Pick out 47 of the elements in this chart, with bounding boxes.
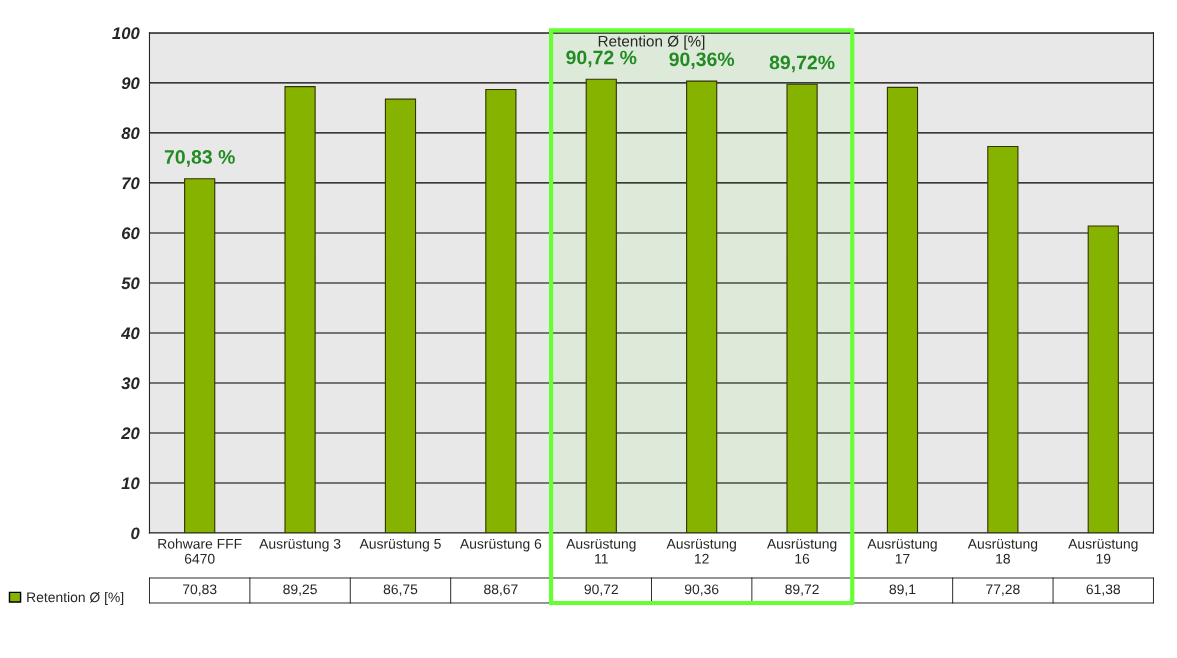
x-tick-label: Ausrüstung 11 <box>566 539 636 564</box>
y-tick-label: 20 <box>120 427 140 440</box>
x-tick-label: Ausrüstung 17 <box>867 539 937 564</box>
x-tick-label: Ausrüstung 6 <box>459 538 542 552</box>
x-tick-label: Ausrüstung 12 <box>666 539 736 564</box>
y-tick-label: 40 <box>120 327 140 340</box>
bar <box>786 83 818 533</box>
y-tick-label: 50 <box>121 277 140 290</box>
y-tick-label: 100 <box>112 27 140 40</box>
bar <box>284 86 316 533</box>
bar <box>585 78 617 533</box>
annotation: 90,72 % <box>566 50 637 68</box>
x-tick-label: Ausrüstung 5 <box>359 539 441 552</box>
bar <box>686 80 718 533</box>
y-tick-label: 10 <box>121 477 140 490</box>
bar <box>384 98 417 533</box>
bar <box>1087 225 1119 533</box>
x-tick-label: Rohware FFF 6470 <box>158 538 242 564</box>
data-label: 70,83 <box>183 584 217 596</box>
x-tick-label: Ausrüstung 16 <box>766 539 837 564</box>
y-tick-label: 0 <box>131 527 140 540</box>
data-label: 89,25 <box>283 584 317 596</box>
x-tick-label: Ausrüstung 3 <box>259 538 341 552</box>
bar <box>485 89 517 533</box>
annotation: 70,83 % <box>164 150 235 167</box>
bar <box>184 178 216 533</box>
bar <box>987 145 1019 533</box>
y-tick-label: 90 <box>121 77 140 90</box>
data-label: 86,75 <box>383 584 418 596</box>
bar <box>886 86 919 533</box>
annotation: 90,36% <box>669 52 735 69</box>
x-tick-label: Ausrüstung 18 <box>967 539 1038 564</box>
data-label: 89,72 <box>785 584 819 596</box>
data-label: 90,72 <box>584 584 618 596</box>
y-tick-label: 60 <box>121 227 140 240</box>
y-tick-label: 80 <box>121 127 140 140</box>
chart-title: Retention Ø [%] <box>598 35 705 50</box>
legend-label: Retention Ø [%] <box>27 591 124 605</box>
data-label: 88,67 <box>484 584 518 596</box>
data-label: 61,38 <box>1086 584 1121 596</box>
annotation: 89,72% <box>769 55 835 73</box>
x-tick-label: Ausrüstung 19 <box>1068 539 1138 564</box>
data-label: 77,28 <box>986 584 1020 596</box>
data-label: 89,1 <box>889 584 916 596</box>
data-label: 90,36 <box>684 584 719 596</box>
y-tick-label: 70 <box>122 177 140 190</box>
y-tick-label: 30 <box>121 377 140 390</box>
